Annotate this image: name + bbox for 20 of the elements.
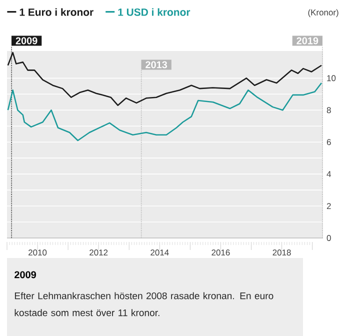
y-tick-label: 0: [326, 235, 331, 241]
line-series: [7, 82, 322, 142]
ref-line-label: 2013: [146, 61, 168, 68]
ref-line-label: 2019: [296, 37, 318, 44]
x-tick-label: 2012: [90, 250, 108, 256]
legend-label: 1 Euro i kronor: [20, 8, 94, 16]
ref-line-label: 2009: [16, 37, 38, 44]
y-tick-label: 6: [326, 139, 331, 146]
y-tick-label: 10: [327, 75, 336, 82]
x-tick-label: 2016: [212, 250, 230, 256]
text: 2009: [14, 271, 36, 278]
y-tick-label: 2: [326, 203, 331, 209]
y-tick-label: 4: [326, 171, 331, 177]
y-axis-title: (Kronor): [308, 9, 338, 18]
y-tick-label: 8: [326, 107, 331, 114]
x-tick-label: 2010: [28, 250, 47, 256]
legend-label: 1 USD i kronor: [118, 8, 190, 16]
text: Efter Lehmankraschen hösten 2008 rasade kronan. En euro kostade som mest över 11 kronor.: [14, 292, 274, 316]
x-tick-label: 2018: [272, 250, 291, 256]
x-tick-label: 2014: [150, 250, 169, 256]
